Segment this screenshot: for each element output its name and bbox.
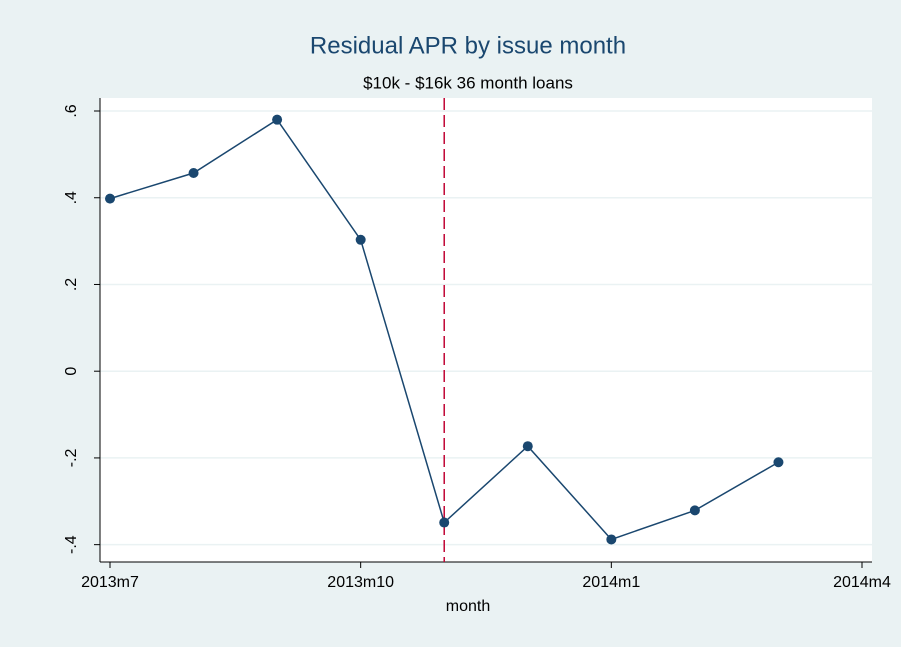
data-point [439,517,450,528]
plot-area [100,98,872,562]
data-point [272,114,283,125]
x-axis-label: month [446,598,490,615]
y-tick-label: 0 [63,367,80,376]
data-point [188,168,199,179]
y-tick-label: -.2 [63,448,80,467]
x-tick-label: 2014m4 [833,574,891,591]
data-point [689,505,700,516]
x-tick-label: 2013m10 [327,574,394,591]
data-point [355,234,366,245]
data-point [105,193,115,204]
y-tick-label: .2 [63,278,80,291]
chart-subtitle: $10k - $16k 36 month loans [363,73,573,92]
data-point [606,534,617,545]
data-point [773,457,784,468]
y-tick-label: .4 [63,191,80,204]
data-point [522,441,533,452]
x-tick-label: 2014m1 [582,574,640,591]
chart-title: Residual APR by issue month [310,32,626,59]
y-tick-label: -.4 [63,535,80,554]
x-tick-label: 2013m7 [81,574,139,591]
y-tick-label: .6 [63,104,80,117]
